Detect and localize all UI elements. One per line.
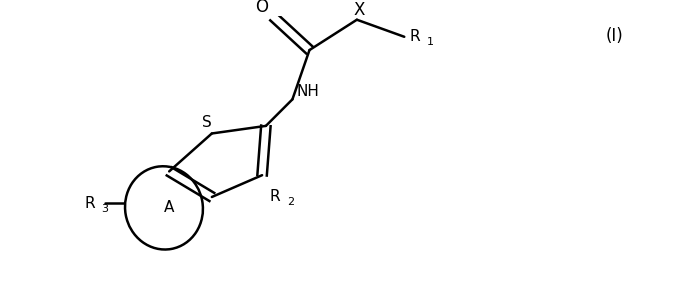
Text: O: O <box>256 0 269 17</box>
Text: A: A <box>164 200 174 215</box>
Text: 2: 2 <box>287 197 294 207</box>
Text: R: R <box>84 196 95 211</box>
Text: 1: 1 <box>427 37 434 47</box>
Text: NH: NH <box>296 84 319 99</box>
Text: 3: 3 <box>102 204 108 214</box>
Text: S: S <box>202 115 212 130</box>
Text: (I): (I) <box>606 27 624 45</box>
Text: R: R <box>410 29 421 44</box>
Text: R: R <box>270 188 280 203</box>
Text: X: X <box>353 1 365 19</box>
